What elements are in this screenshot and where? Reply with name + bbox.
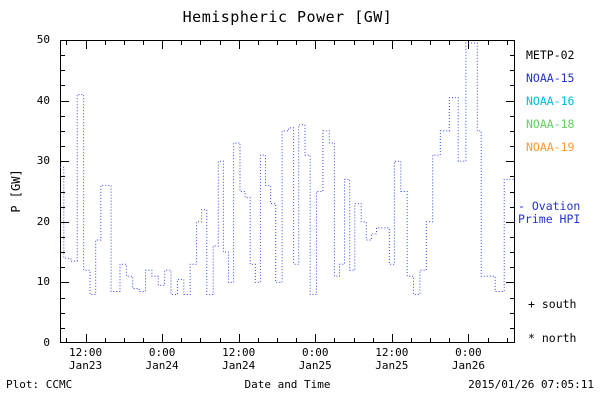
north-marker-label: * north	[528, 331, 577, 345]
x-tick-label: 0:00 Jan26	[451, 346, 485, 372]
x-tick-label: 0:00 Jan24	[145, 346, 179, 372]
plot-credit: Plot: CCMC	[6, 378, 73, 391]
chart-title: Hemispheric Power [GW]	[182, 8, 393, 26]
series-annotation-ovation: - Ovation Prime HPI	[518, 200, 580, 226]
ovation-line1: - Ovation	[518, 199, 581, 213]
legend-item-noaa15: NOAA-15	[526, 71, 575, 85]
timestamp: 2015/01/26 07:05:11	[468, 378, 594, 391]
plot-area	[60, 40, 515, 343]
x-tick-label: 12:00 Jan24	[222, 346, 256, 372]
legend-item-metp02: METP-02	[526, 48, 575, 62]
y-tick-label: 0	[43, 336, 50, 349]
legend-item-noaa19: NOAA-19	[526, 140, 575, 154]
legend-item-noaa18: NOAA-18	[526, 117, 575, 131]
x-tick-labels: 12:00 Jan23 0:00 Jan24 12:00 Jan24 0:00 Jan25 12…	[60, 346, 515, 374]
y-tick-label: 30	[36, 154, 50, 168]
x-tick-label: 12:00 Jan25	[375, 346, 409, 372]
plot-frame	[60, 40, 515, 343]
y-tick-label: 50	[36, 33, 50, 46]
y-tick-label: 40	[36, 93, 50, 107]
legend: METP-02 NOAA-15 NOAA-16 NOAA-18 NOAA-19	[526, 44, 574, 159]
south-marker-label: + south	[528, 297, 577, 311]
y-tick-label: 20	[36, 214, 50, 228]
legend-item-noaa16: NOAA-16	[526, 94, 575, 108]
y-tick-label: 10	[36, 275, 50, 289]
hpi-step-line	[60, 42, 515, 295]
x-tick-label: 0:00 Jan25	[298, 346, 332, 372]
ovation-line2: Prime HPI	[518, 212, 581, 226]
x-tick-label: 12:00 Jan23	[68, 346, 103, 372]
x-axis-label: Date and Time	[244, 378, 331, 391]
y-tick-labels: 0 10 20 30 40 50	[0, 33, 54, 349]
